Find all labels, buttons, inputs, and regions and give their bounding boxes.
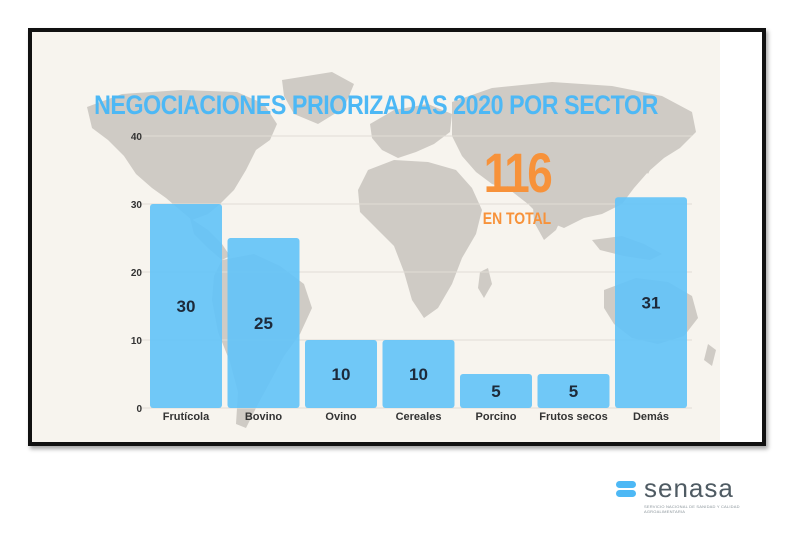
x-category-label: Ovino (325, 411, 356, 423)
y-tick-label: 0 (136, 404, 142, 415)
chart-panel: 0 10 20 30 40 30 25 10 10 5 5 31 Frutícola Bovino Ov… (32, 32, 720, 442)
bar-value-label: 30 (177, 297, 196, 316)
bar-value-label: 10 (332, 365, 351, 384)
y-axis-ticks: 0 10 20 30 40 (131, 132, 143, 415)
bar-chart: 0 10 20 30 40 30 25 10 10 5 5 31 Frutícola Bovino Ov… (87, 72, 716, 428)
category-labels: Frutícola Bovino Ovino Cereales Porcino Fruto… (163, 411, 669, 423)
y-tick-label: 20 (131, 268, 143, 279)
infographic-frame: 0 10 20 30 40 30 25 10 10 5 5 31 Frutícola Bovino Ov… (28, 28, 766, 446)
bar (382, 340, 455, 408)
y-tick-label: 40 (131, 132, 143, 143)
data-labels: 30 25 10 10 5 5 31 (177, 294, 661, 401)
bar (150, 204, 222, 408)
total-count: 116 (483, 141, 553, 204)
x-category-label: Cereales (396, 411, 442, 423)
x-category-label: Frutícola (163, 411, 210, 423)
senasa-logo: senasa SERVICIO NACIONAL DE SANIDAD Y CA… (616, 473, 776, 516)
bar-value-label: 5 (569, 382, 578, 401)
bar (227, 238, 300, 408)
x-category-label: Frutos secos (539, 411, 607, 423)
x-category-label: Demás (633, 411, 669, 423)
chart-title: NEGOCIACIONES PRIORIZADAS 2020 POR SECTO… (94, 90, 658, 120)
y-tick-label: 10 (131, 336, 143, 347)
total-label: EN TOTAL (482, 209, 552, 228)
bar-value-label: 5 (491, 382, 500, 401)
bar-value-label: 25 (254, 314, 273, 333)
logo-wordmark: senasa (644, 473, 734, 503)
bar-value-label: 31 (642, 294, 661, 313)
x-category-label: Bovino (245, 411, 283, 423)
bar (537, 374, 610, 408)
bars (150, 197, 687, 408)
bar-value-label: 10 (409, 365, 428, 384)
bar (305, 340, 377, 408)
logo-subtitle: SERVICIO NACIONAL DE SANIDAD Y CALIDAD A… (644, 504, 740, 514)
bar (460, 374, 532, 408)
bar (615, 197, 687, 408)
x-category-label: Porcino (476, 411, 517, 423)
senasa-logo-mark-icon (616, 481, 636, 497)
y-tick-label: 30 (131, 200, 143, 211)
